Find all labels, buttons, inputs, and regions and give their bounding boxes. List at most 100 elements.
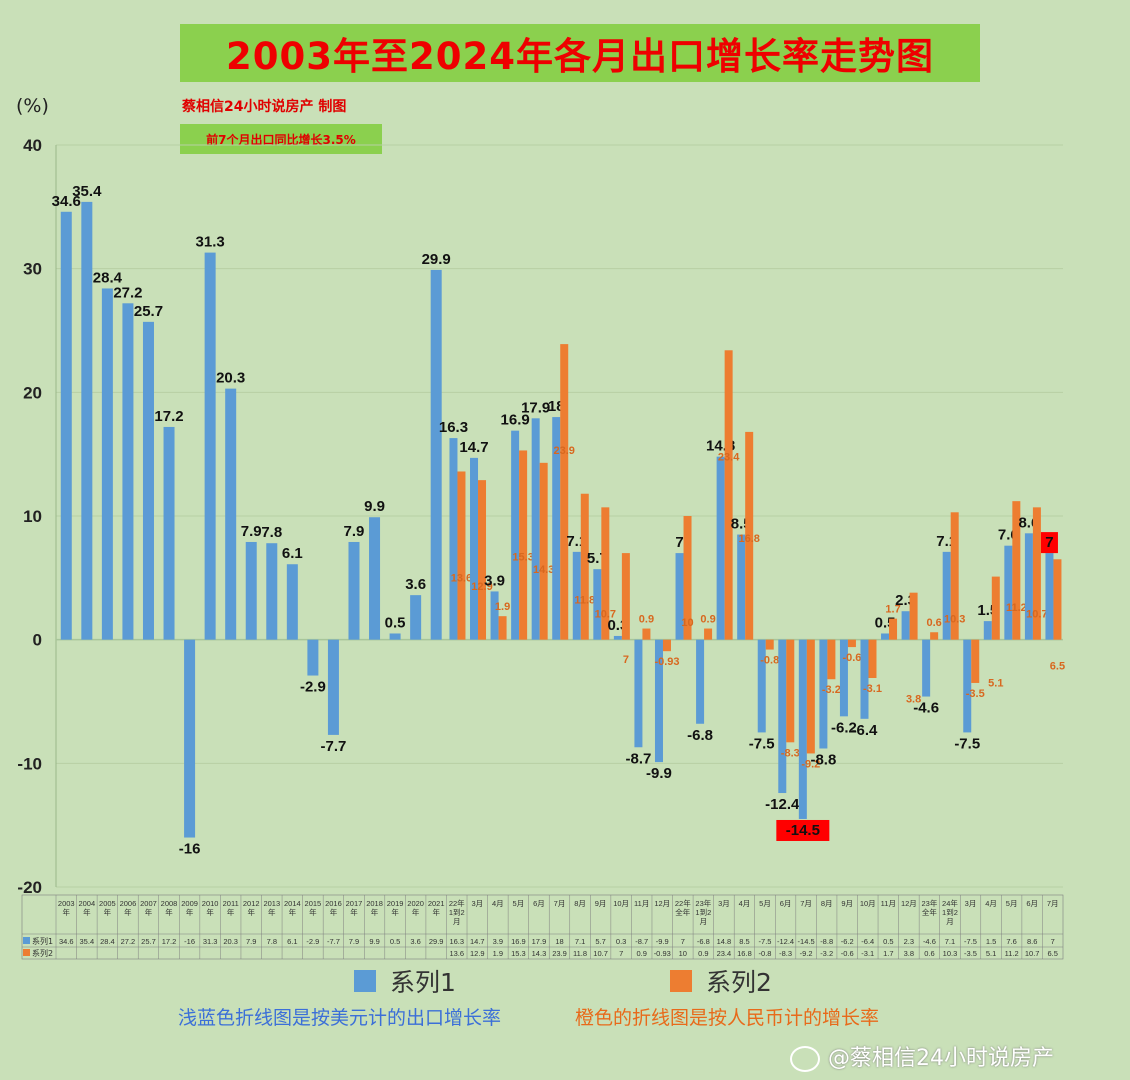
data-label-series-1: 6.1 bbox=[282, 545, 303, 562]
data-label-series-2: -0.8 bbox=[760, 655, 779, 667]
data-label-series-1: -6.2 bbox=[831, 719, 857, 736]
table-cell-series-2: 10 bbox=[679, 949, 687, 958]
bar-series-1 bbox=[369, 517, 381, 640]
data-label-series-1: 35.4 bbox=[72, 183, 102, 200]
data-label-series-2: 11.8 bbox=[574, 595, 595, 607]
data-label-series-1: -14.5 bbox=[786, 822, 820, 839]
table-cell-series-2: 15.3 bbox=[511, 949, 526, 958]
bar-series-2 bbox=[478, 480, 487, 640]
data-label-series-2: 7 bbox=[623, 654, 629, 666]
table-cell-series-1: 7.9 bbox=[349, 937, 359, 946]
table-cell-series-1: 0.5 bbox=[883, 937, 893, 946]
table-cell-series-1: -16 bbox=[184, 937, 195, 946]
table-cell-series-1: 18 bbox=[555, 937, 563, 946]
table-cell-series-1: -4.6 bbox=[923, 937, 936, 946]
table-category-label: 3月 bbox=[965, 899, 977, 908]
bar-series-1 bbox=[901, 611, 910, 640]
data-label-series-1: 0.5 bbox=[385, 614, 406, 631]
table-category-label: 11月 bbox=[881, 899, 896, 908]
data-label-series-1: 25.7 bbox=[134, 303, 163, 320]
bar-chart: -20-1001020304034.635.428.427.225.717.2-… bbox=[17, 136, 1065, 960]
table-cell-series-2: 0.9 bbox=[698, 949, 708, 958]
bar-series-1 bbox=[449, 438, 458, 640]
table-category-label: 2008 年 bbox=[161, 899, 178, 917]
bar-series-2 bbox=[662, 639, 671, 652]
table-cell-series-1: -2.9 bbox=[306, 937, 319, 946]
table-category-label: 3月 bbox=[471, 899, 483, 908]
table-category-label: 6月 bbox=[1026, 899, 1038, 908]
legend-swatch-blue bbox=[354, 970, 376, 992]
table-swatch-series-2 bbox=[23, 949, 30, 956]
bar-series-1 bbox=[839, 639, 848, 717]
bar-series-1 bbox=[122, 303, 134, 640]
bar-series-1 bbox=[757, 639, 766, 733]
chart-title: 2003年至2024年各月出口增长率走势图 bbox=[226, 35, 934, 78]
table-cell-series-1: 7.6 bbox=[1006, 937, 1016, 946]
table-cell-series-1: 14.8 bbox=[717, 937, 732, 946]
bar-series-2 bbox=[580, 493, 589, 640]
data-label-series-2: 12.9 bbox=[471, 581, 492, 593]
table-cell-series-1: 1.5 bbox=[986, 937, 996, 946]
data-label-series-2: 3.8 bbox=[906, 694, 921, 706]
table-row-label-series-1: 系列1 bbox=[32, 936, 53, 946]
bar-series-1 bbox=[675, 553, 684, 640]
bar-series-1 bbox=[81, 201, 93, 640]
bar-series-2 bbox=[704, 628, 713, 640]
bar-series-1 bbox=[184, 639, 196, 838]
caption-orange: 橙色的折线图是按人民币计的增长率 bbox=[575, 1007, 880, 1029]
table-cell-series-1: -7.5 bbox=[759, 937, 772, 946]
table-category-label: 5月 bbox=[759, 899, 771, 908]
table-category-label: 2004 年 bbox=[78, 899, 95, 917]
legend-label-series-2: 系列2 bbox=[706, 968, 772, 997]
table-cell-series-2: -0.6 bbox=[841, 949, 854, 958]
bar-series-1 bbox=[572, 551, 581, 640]
data-label-series-2: -0.6 bbox=[842, 652, 861, 664]
table-category-label: 8月 bbox=[821, 899, 833, 908]
bar-series-1 bbox=[613, 635, 622, 640]
table-cell-series-1: 29.9 bbox=[429, 937, 444, 946]
data-label-series-2: 0.9 bbox=[700, 614, 715, 626]
bar-series-2 bbox=[971, 639, 980, 683]
table-cell-series-2: -3.5 bbox=[964, 949, 977, 958]
legend-series-1[interactable]: 系列1 bbox=[354, 963, 456, 999]
table-cell-series-1: 3.9 bbox=[493, 937, 503, 946]
table-cell-series-1: 17.2 bbox=[162, 937, 177, 946]
table-cell-series-2: 11.2 bbox=[1005, 949, 1019, 958]
table-category-label: 23年全年 bbox=[921, 898, 937, 917]
bar-series-1 bbox=[1024, 533, 1033, 640]
bar-series-2 bbox=[786, 639, 795, 743]
data-label-series-2: 10.3 bbox=[944, 613, 965, 625]
table-category-label: 2018 年 bbox=[366, 899, 383, 917]
bar-series-1 bbox=[963, 639, 972, 733]
bar-series-1 bbox=[163, 426, 175, 640]
table-cell-series-2: -0.8 bbox=[759, 949, 772, 958]
bar-series-2 bbox=[621, 553, 630, 640]
table-cell-series-2: 10.7 bbox=[1025, 949, 1040, 958]
table-category-label: 22年全年 bbox=[675, 898, 691, 917]
legend-series-2[interactable]: 系列2 bbox=[670, 963, 772, 999]
data-label-series-1: 7.8 bbox=[261, 524, 282, 541]
bar-series-1 bbox=[552, 417, 561, 640]
table-cell-series-1: 20.3 bbox=[223, 937, 238, 946]
table-cell-series-2: 12.9 bbox=[470, 949, 485, 958]
table-category-label: 5月 bbox=[1006, 899, 1018, 908]
watermark-text: @蔡相信24小时说房产 bbox=[828, 1046, 1054, 1071]
data-label-series-2: 6.5 bbox=[1050, 660, 1065, 672]
table-cell-series-2: -9.2 bbox=[800, 949, 813, 958]
table-cell-series-1: 3.6 bbox=[410, 937, 420, 946]
table-category-label: 4月 bbox=[492, 899, 504, 908]
bar-series-1 bbox=[225, 388, 237, 640]
table-category-label: 2013 年 bbox=[263, 899, 280, 917]
table-cell-series-2: 10.3 bbox=[943, 949, 958, 958]
table-category-label: 2009 年 bbox=[181, 899, 198, 917]
table-cell-series-2: 0.6 bbox=[924, 949, 934, 958]
bar-series-2 bbox=[806, 639, 815, 754]
data-label-series-2: 23.9 bbox=[554, 445, 575, 457]
table-cell-series-1: 27.2 bbox=[121, 937, 136, 946]
table-cell-series-1: 8.6 bbox=[1027, 937, 1037, 946]
bar-series-1 bbox=[348, 541, 360, 640]
table-cell-series-1: -7.7 bbox=[327, 937, 340, 946]
table-cell-series-2: -0.93 bbox=[654, 949, 671, 958]
table-cell-series-1: 7.1 bbox=[945, 937, 955, 946]
bar-series-1 bbox=[634, 639, 643, 748]
